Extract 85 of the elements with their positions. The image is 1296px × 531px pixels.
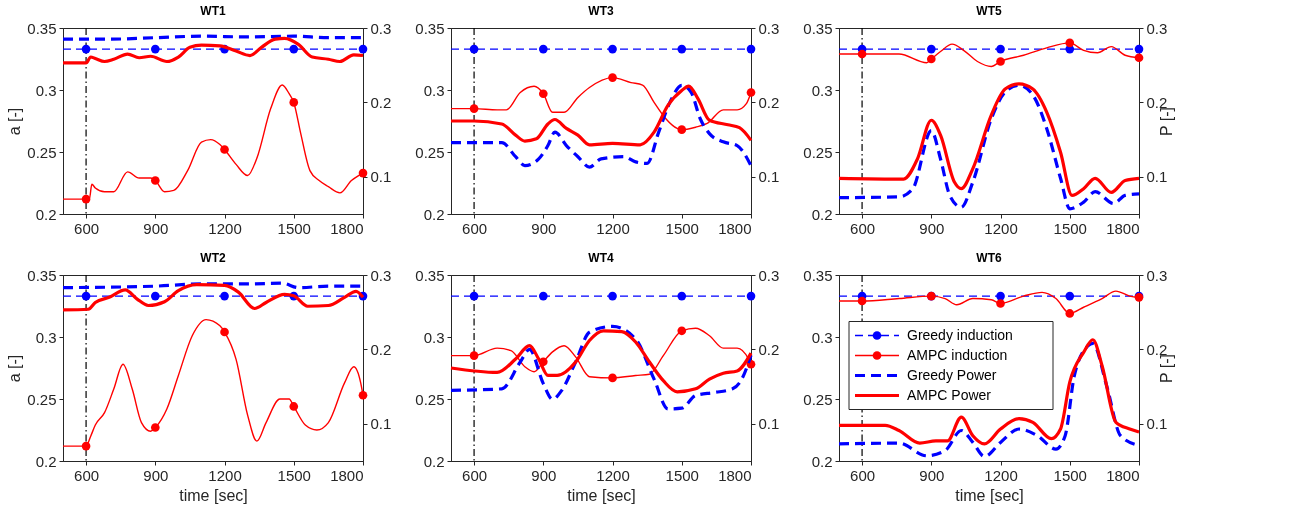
x-tick-label: 1200 <box>984 219 1018 237</box>
legend-label: Greedy Power <box>907 366 997 383</box>
x-tick-label: 1800 <box>330 466 364 484</box>
y-tick-label: 0.25 <box>803 143 833 161</box>
x-tick-label: 1500 <box>277 466 311 484</box>
x-tick-label: 1200 <box>208 466 242 484</box>
y2-tick-label: 0.2 <box>758 340 780 358</box>
y-axis-title: a [-] <box>6 107 24 136</box>
y2-tick-label: 0.3 <box>1146 266 1168 284</box>
x-tick-label: 1200 <box>984 466 1018 484</box>
x-tick-label: 900 <box>143 466 169 484</box>
x-tick-label: 1800 <box>1106 466 1140 484</box>
legend-label: AMPC induction <box>907 346 1008 363</box>
chart-title: WT3 <box>588 4 614 18</box>
x-tick-label: 1800 <box>1106 219 1140 237</box>
chart-title: WT1 <box>200 4 226 18</box>
x-tick-label: 1500 <box>665 219 699 237</box>
y2-tick-label: 0.3 <box>370 266 392 284</box>
x-tick-label: 1500 <box>1053 219 1087 237</box>
y-tick-label: 0.35 <box>415 19 445 37</box>
x-tick-label: 1200 <box>208 219 242 237</box>
x-axis-title: time [sec] <box>567 486 636 504</box>
y2-tick-label: 0.3 <box>1146 19 1168 37</box>
y2-tick-label: 0.1 <box>370 168 392 186</box>
x-tick-label: 1500 <box>665 466 699 484</box>
y-tick-label: 0.25 <box>415 143 445 161</box>
y2-tick-label: 0.2 <box>370 340 392 358</box>
x-tick-label: 1800 <box>718 466 752 484</box>
y-tick-label: 0.2 <box>811 205 833 223</box>
y-tick-label: 0.25 <box>27 143 57 161</box>
y-tick-label: 0.35 <box>803 266 833 284</box>
y2-tick-label: 0.1 <box>1146 415 1168 433</box>
y2-tick-label: 0.3 <box>758 266 780 284</box>
chart-title: WT6 <box>976 251 1002 265</box>
y-tick-label: 0.25 <box>803 390 833 408</box>
y-tick-label: 0.3 <box>423 81 445 99</box>
x-tick-label: 1200 <box>596 466 630 484</box>
x-tick-label: 600 <box>850 466 876 484</box>
legend-label: Greedy induction <box>907 326 1013 343</box>
y2-tick-label: 0.2 <box>758 93 780 111</box>
x-tick-label: 1800 <box>718 219 752 237</box>
x-tick-label: 900 <box>143 219 169 237</box>
y-tick-label: 0.3 <box>811 328 833 346</box>
x-tick-label: 900 <box>919 466 945 484</box>
y-tick-label: 0.25 <box>415 390 445 408</box>
y-tick-label: 0.35 <box>415 266 445 284</box>
legend-label: AMPC Power <box>907 386 992 403</box>
y-tick-label: 0.3 <box>35 328 57 346</box>
x-tick-label: 600 <box>850 219 876 237</box>
y-tick-label: 0.2 <box>423 452 445 470</box>
x-axis-title: time [sec] <box>955 486 1024 504</box>
x-tick-label: 900 <box>531 466 557 484</box>
y-tick-label: 0.35 <box>27 266 57 284</box>
x-tick-label: 900 <box>531 219 557 237</box>
y-tick-label: 0.2 <box>423 205 445 223</box>
y2-tick-label: 0.3 <box>758 19 780 37</box>
y2-tick-label: 0.3 <box>370 19 392 37</box>
x-tick-label: 600 <box>462 219 488 237</box>
y-tick-label: 0.2 <box>35 452 57 470</box>
x-tick-label: 1200 <box>596 219 630 237</box>
x-tick-label: 1500 <box>277 219 311 237</box>
x-tick-label: 600 <box>74 219 100 237</box>
chart-title: WT2 <box>200 251 226 265</box>
y2-tick-label: 0.1 <box>370 415 392 433</box>
y-tick-label: 0.2 <box>811 452 833 470</box>
y-tick-label: 0.3 <box>811 81 833 99</box>
y-tick-label: 0.2 <box>35 205 57 223</box>
y2-tick-label: 0.1 <box>758 168 780 186</box>
x-tick-label: 1500 <box>1053 466 1087 484</box>
y2-tick-label: 0.1 <box>758 415 780 433</box>
y-tick-label: 0.25 <box>27 390 57 408</box>
y-tick-label: 0.35 <box>27 19 57 37</box>
x-tick-label: 1800 <box>330 219 364 237</box>
x-axis-title: time [sec] <box>179 486 248 504</box>
chart-title: WT4 <box>588 251 614 265</box>
y-tick-label: 0.35 <box>803 19 833 37</box>
y-tick-label: 0.3 <box>423 328 445 346</box>
y-tick-label: 0.3 <box>35 81 57 99</box>
x-tick-label: 900 <box>919 219 945 237</box>
x-tick-label: 600 <box>462 466 488 484</box>
x-tick-label: 600 <box>74 466 100 484</box>
y2-tick-label: 0.1 <box>1146 168 1168 186</box>
y2-tick-label: 0.2 <box>370 93 392 111</box>
y-axis-title: a [-] <box>6 354 24 383</box>
chart-title: WT5 <box>976 4 1002 18</box>
